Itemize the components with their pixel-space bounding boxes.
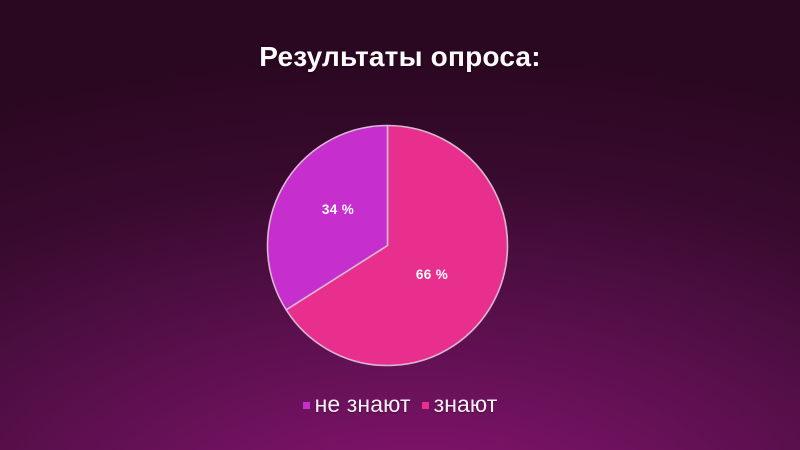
pie-slice-znayut[interactable] (285, 124, 509, 367)
pie-slice-ne-znayut[interactable] (266, 124, 389, 311)
pie-chart-svg: 34 % 66 % (266, 124, 509, 367)
square-marker-icon (421, 401, 429, 409)
page-title: Результаты опроса: (259, 41, 541, 72)
legend-label-znayut: знают (433, 391, 498, 417)
legend-label-ne-znayut: не знают (314, 391, 411, 417)
legend-item-ne-znayut[interactable]: не знают (302, 391, 411, 418)
pie-label-znayut: 66 % (416, 267, 448, 282)
square-marker-icon (302, 401, 310, 409)
legend-item-znayut[interactable]: знают (421, 391, 498, 418)
chart-legend: не знают знают (0, 391, 800, 418)
pie-chart: 34 % 66 % (260, 118, 515, 373)
pie-label-ne-znayut: 34 % (322, 202, 354, 217)
